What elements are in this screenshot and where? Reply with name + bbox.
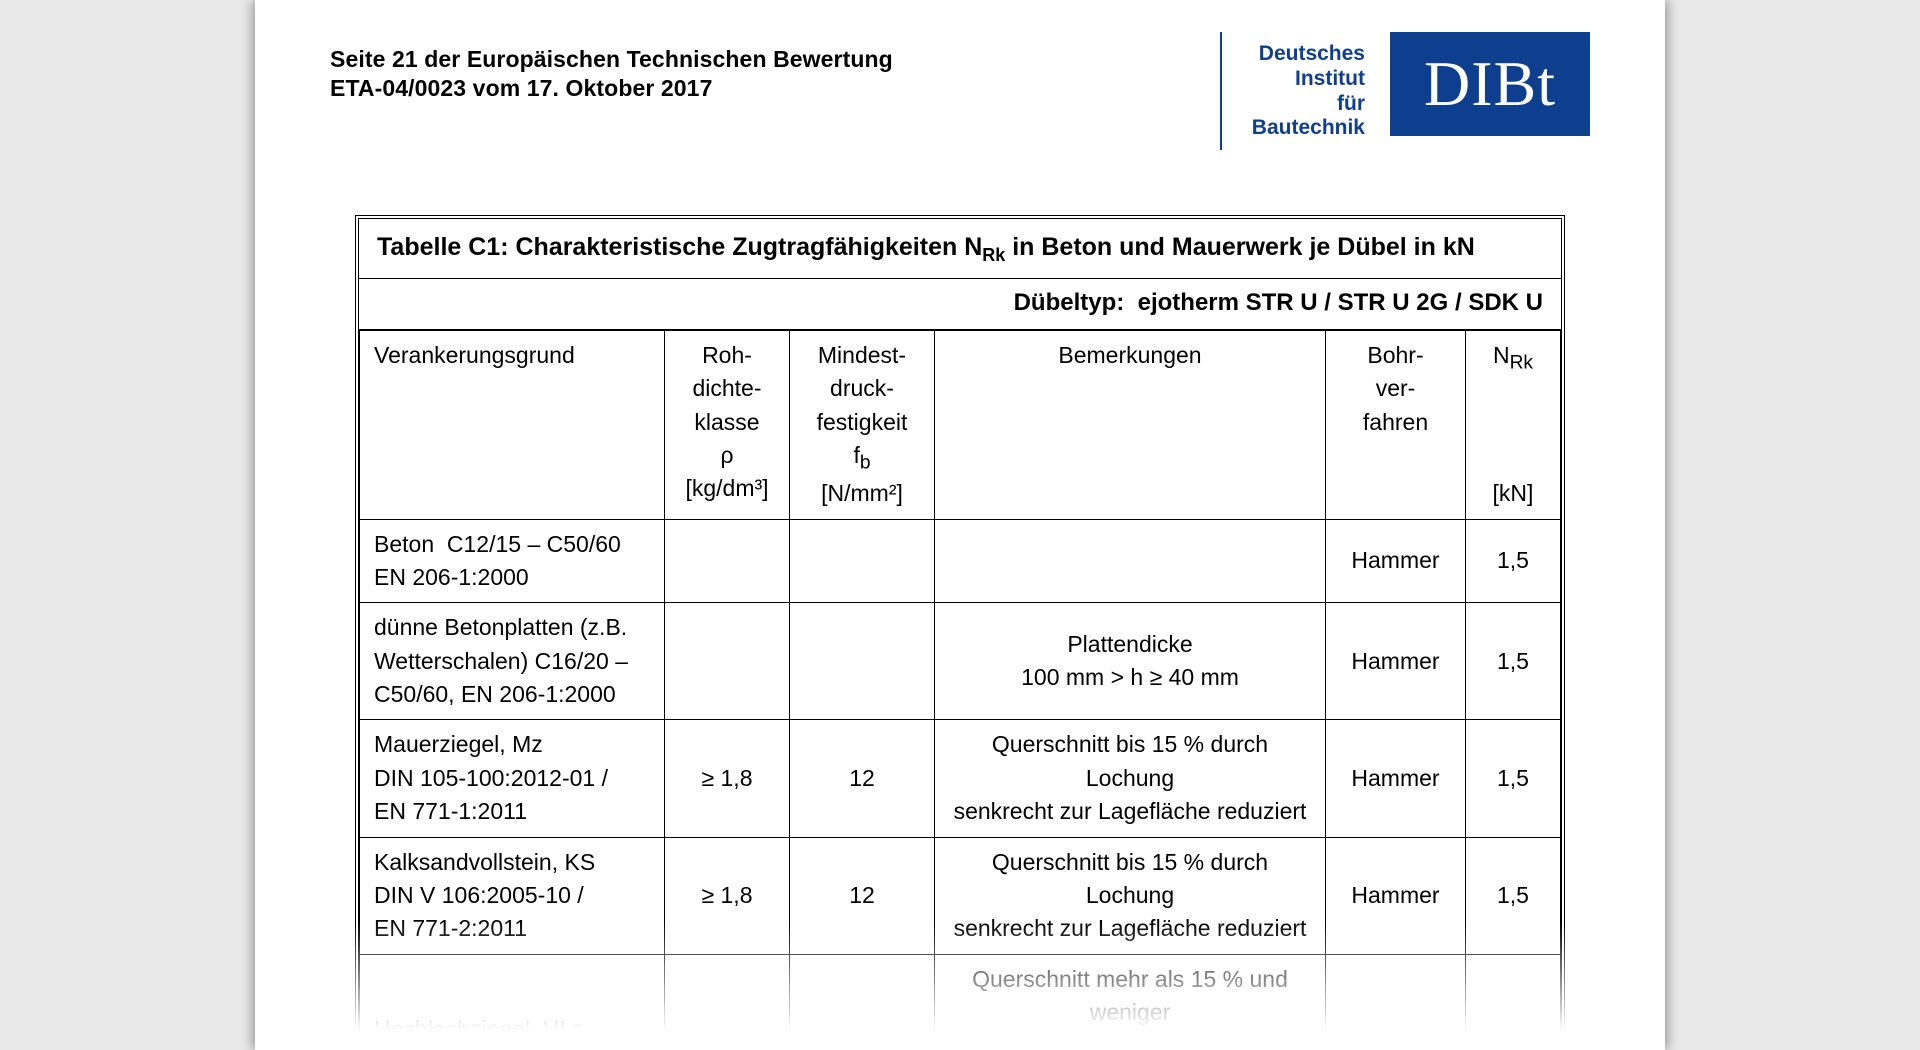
cell-density	[665, 519, 790, 603]
dibt-logo: DIBt	[1390, 32, 1590, 136]
table-row: Mauerziegel, MzDIN 105-100:2012-01 /EN 7…	[360, 720, 1561, 837]
col-density: Roh-dichte-klasseρ[kg/dm³]	[665, 331, 790, 520]
cell-base: Hochlochziegel, HLzDIN 105-100:2012-01 /…	[360, 954, 665, 1050]
cell-base: Kalksandvollstein, KSDIN V 106:2005-10 /…	[360, 837, 665, 954]
col-strength: Mindest-druck-festigkeitfb[N/mm²]	[790, 331, 935, 520]
cell-nrk: 1,5	[1466, 519, 1561, 603]
table-c1: Tabelle C1: Charakteristische Zugtragfäh…	[355, 215, 1565, 1050]
page-header: Seite 21 der Europäischen Technischen Be…	[330, 42, 1590, 172]
cell-strength: 12	[790, 720, 935, 837]
cell-nrk: 1,5	[1466, 837, 1561, 954]
table-row: Hochlochziegel, HLzDIN 105-100:2012-01 /…	[360, 954, 1561, 1050]
type-label: Dübeltyp:	[1014, 289, 1125, 316]
table-title: Tabelle C1: Charakteristische Zugtragfäh…	[359, 219, 1561, 279]
cell-strength: 12	[790, 954, 935, 1050]
cell-remarks: Plattendicke100 mm > h ≥ 40 mm	[935, 603, 1326, 720]
page-ref-line1: Seite 21 der Europäischen Technischen Be…	[330, 46, 893, 72]
type-value: ejotherm STR U / STR U 2G / SDK U	[1138, 289, 1543, 316]
org-name: Deutsches Institut für Bautechnik	[1252, 32, 1390, 150]
cell-drill: Hammer	[1326, 837, 1466, 954]
cell-strength	[790, 519, 935, 603]
cell-density: ≥ 1,8	[665, 837, 790, 954]
cell-density: ≥ 1,8	[665, 720, 790, 837]
table-body: Beton C12/15 – C50/60EN 206-1:2000 Hammer…	[360, 519, 1561, 1050]
table-row: dünne Betonplatten (z.B.Wetterschalen) C…	[360, 603, 1561, 720]
org-rule	[1220, 32, 1222, 150]
col-remarks: Bemerkungen	[935, 331, 1326, 520]
cell-strength: 12	[790, 837, 935, 954]
cell-drill: Hammer	[1326, 720, 1466, 837]
cell-base: Mauerziegel, MzDIN 105-100:2012-01 /EN 7…	[360, 720, 665, 837]
cell-base: dünne Betonplatten (z.B.Wetterschalen) C…	[360, 603, 665, 720]
table-row: Beton C12/15 – C50/60EN 206-1:2000 Hammer…	[360, 519, 1561, 603]
table-row: Kalksandvollstein, KSDIN V 106:2005-10 /…	[360, 837, 1561, 954]
col-drill: Bohr-ver-fahren	[1326, 331, 1466, 520]
cell-drill: Hammer	[1326, 603, 1466, 720]
cell-drill: Dreh-bohren	[1326, 954, 1466, 1050]
cell-drill: Hammer	[1326, 519, 1466, 603]
page-ref-line2: ETA-04/0023 vom 17. Oktober 2017	[330, 75, 712, 101]
page-ref: Seite 21 der Europäischen Technischen Be…	[330, 45, 893, 103]
cell-remarks: Querschnitt bis 15 % durch Lochungsenkre…	[935, 720, 1326, 837]
cell-strength	[790, 603, 935, 720]
table-duebeltyp: Dübeltyp: ejotherm STR U / STR U 2G / SD…	[359, 279, 1561, 330]
col-base: Verankerungsgrund	[360, 331, 665, 520]
cell-density: ≥ 1,2	[665, 954, 790, 1050]
org-block: Deutsches Institut für Bautechnik DIBt	[1220, 32, 1590, 150]
data-table: Verankerungsgrund Roh-dichte-klasseρ[kg/…	[359, 330, 1561, 1050]
document-page: Seite 21 der Europäischen Technischen Be…	[255, 0, 1665, 1050]
col-nrk: NRk[kN]	[1466, 331, 1561, 520]
cell-nrk: 1,2	[1466, 954, 1561, 1050]
cell-remarks	[935, 519, 1326, 603]
cell-density	[665, 603, 790, 720]
cell-remarks: Querschnitt bis 15 % durch Lochungsenkre…	[935, 837, 1326, 954]
cell-base: Beton C12/15 – C50/60EN 206-1:2000	[360, 519, 665, 603]
cell-nrk: 1,5	[1466, 603, 1561, 720]
cell-remarks: Querschnitt mehr als 15 % und wenigerals…	[935, 954, 1326, 1050]
header-row: Verankerungsgrund Roh-dichte-klasseρ[kg/…	[360, 331, 1561, 520]
cell-nrk: 1,5	[1466, 720, 1561, 837]
